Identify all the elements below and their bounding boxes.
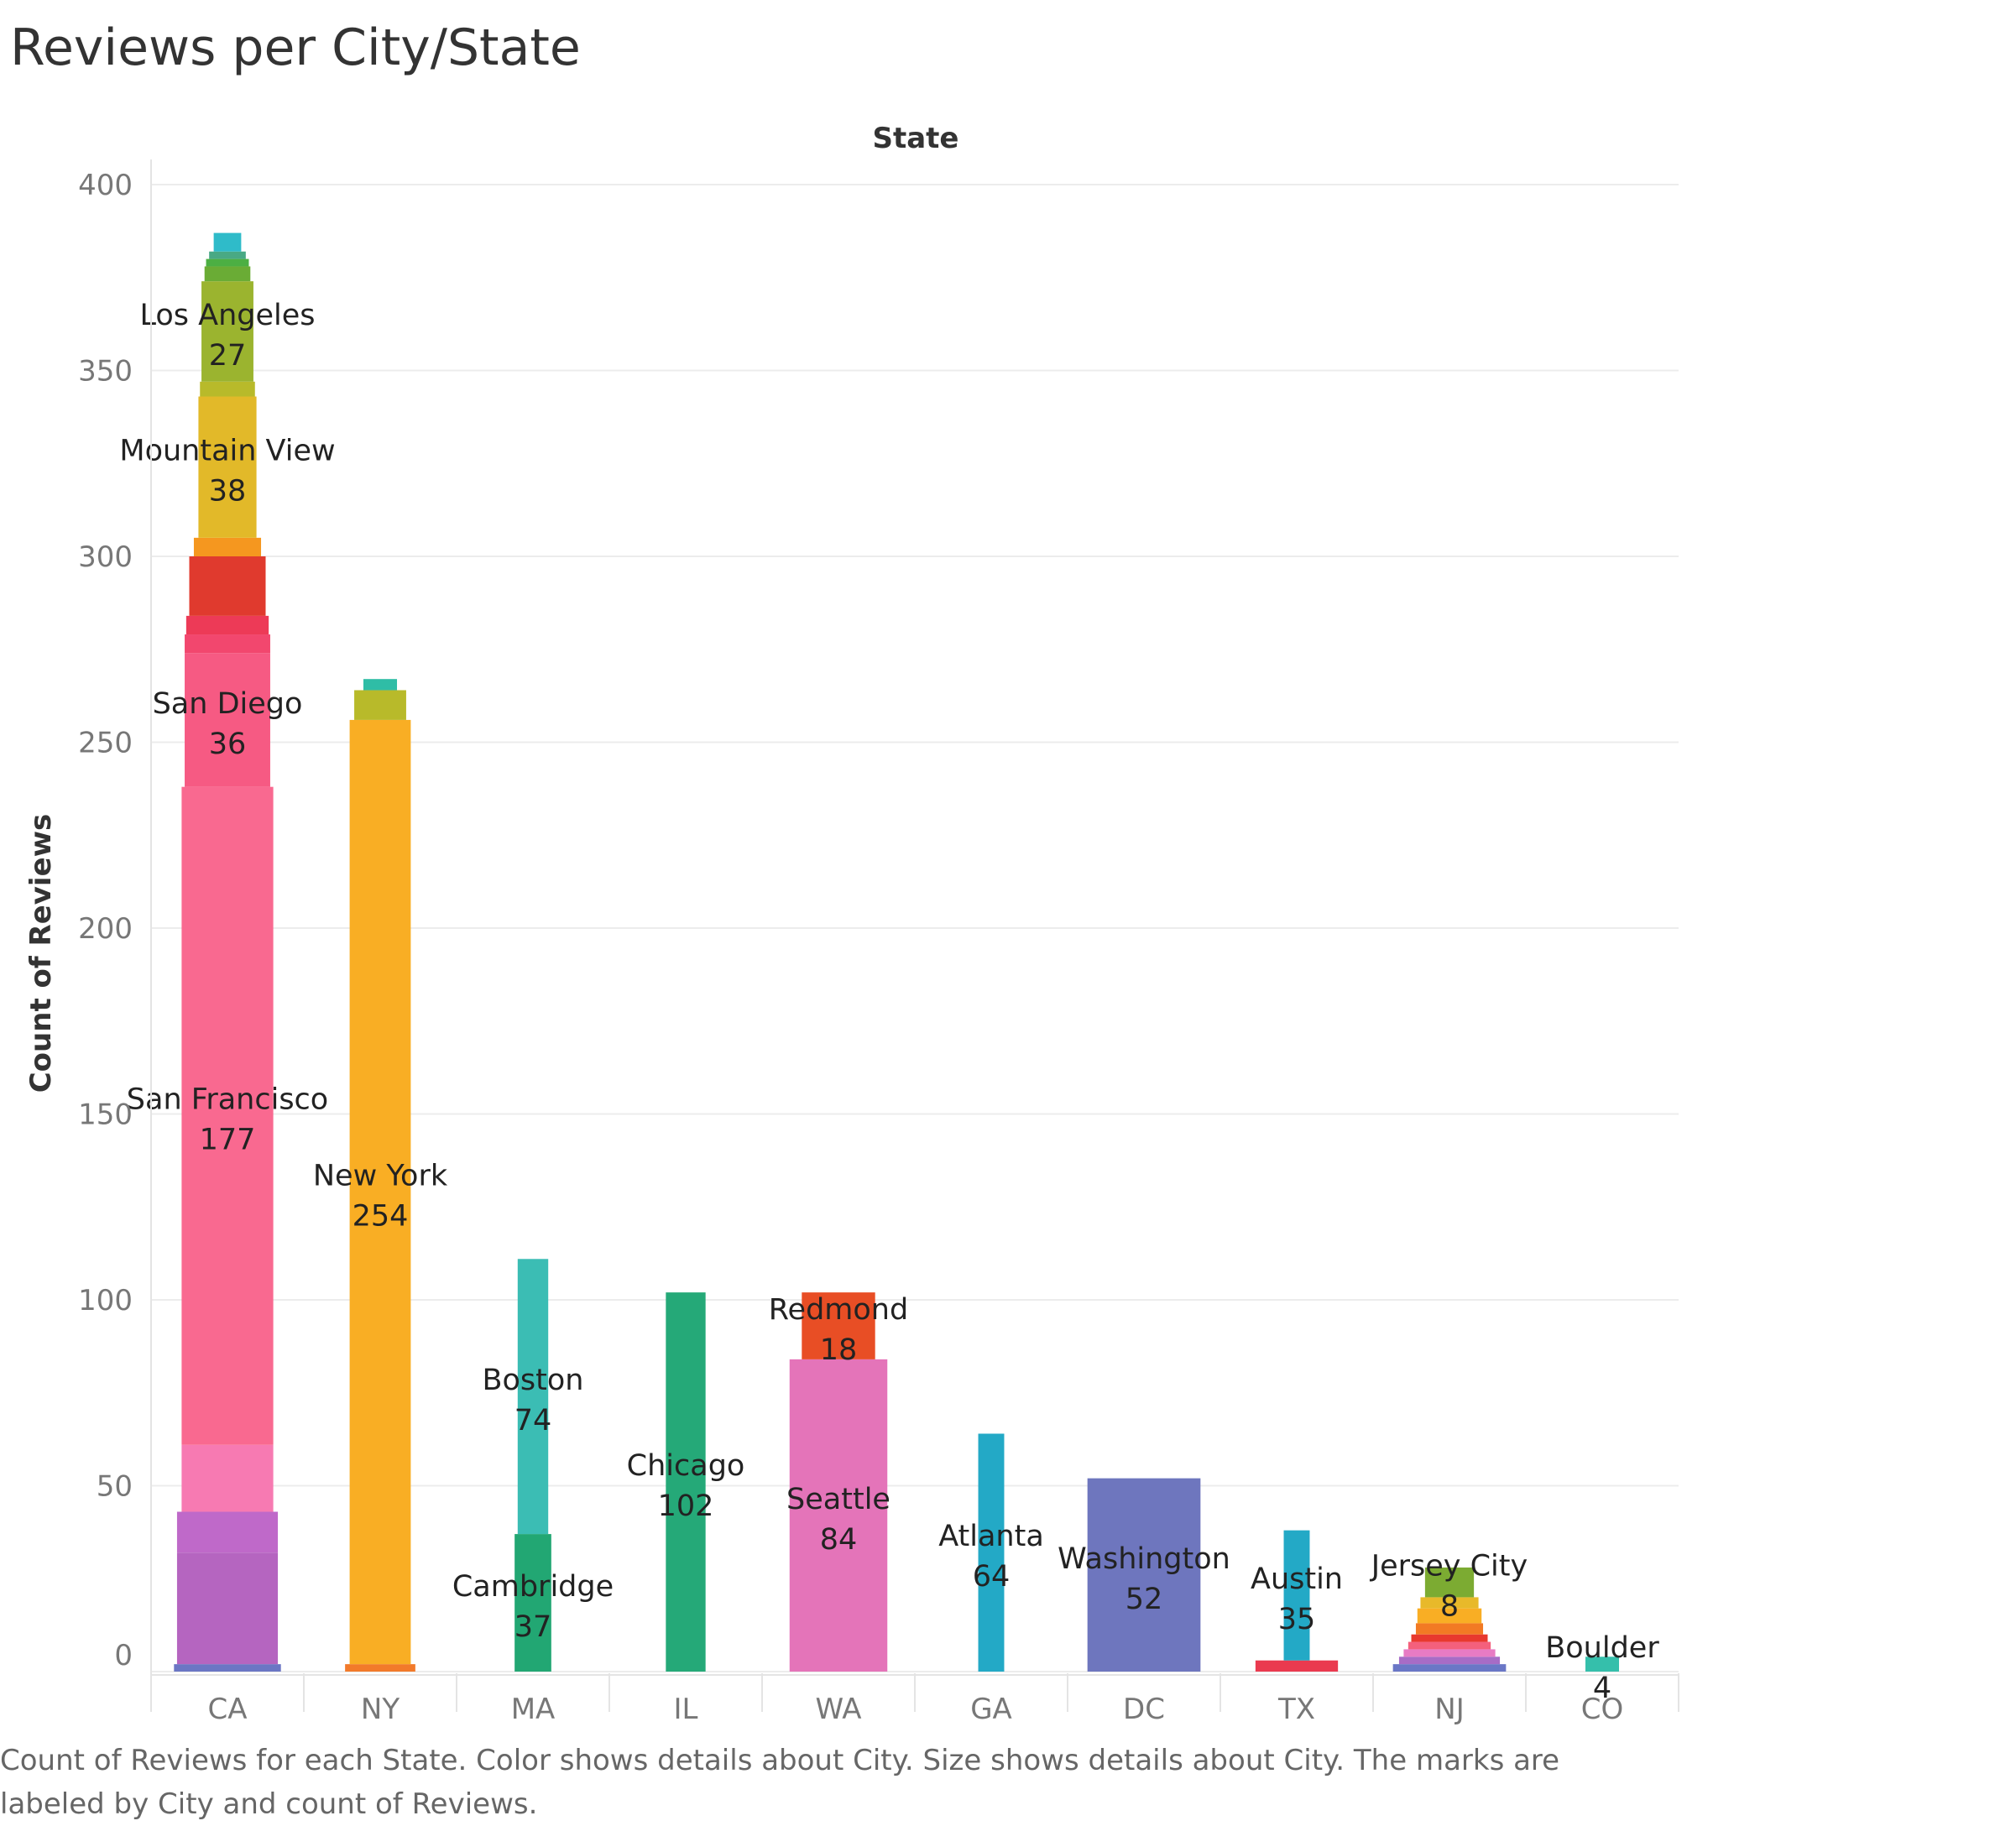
bar-segment bbox=[1403, 1649, 1496, 1657]
bar-segment bbox=[1424, 1567, 1475, 1598]
y-tick-label: 300 bbox=[78, 540, 133, 574]
mark-label-count: 254 bbox=[353, 1200, 409, 1234]
bar-segment bbox=[1392, 1664, 1507, 1672]
mark-label-city: Boston bbox=[483, 1364, 584, 1397]
x-tick-label: MA bbox=[511, 1693, 556, 1726]
mark-label-city: Jersey City bbox=[1370, 1550, 1528, 1583]
bar-segment bbox=[185, 634, 270, 654]
bar-segment bbox=[354, 690, 406, 720]
bar-segment bbox=[1087, 1478, 1201, 1672]
bar-segment bbox=[200, 381, 255, 397]
bar-segment bbox=[349, 719, 411, 1665]
bar-segment bbox=[174, 1664, 281, 1672]
bar-marks bbox=[174, 232, 1620, 1672]
x-tick-label: DC bbox=[1123, 1693, 1165, 1726]
x-tick-label: IL bbox=[674, 1693, 698, 1726]
bar-segment bbox=[206, 258, 249, 267]
bar-segment bbox=[1417, 1608, 1482, 1624]
mark-label-city: Cambridge bbox=[452, 1570, 614, 1604]
y-tick-label: 350 bbox=[78, 355, 133, 389]
mark-label-count: 27 bbox=[209, 339, 247, 373]
y-tick-label: 200 bbox=[78, 912, 133, 946]
mark-label-city: New York bbox=[313, 1160, 448, 1193]
bar-segment bbox=[1283, 1530, 1310, 1661]
bar-segment bbox=[201, 281, 253, 382]
bar-segment bbox=[209, 251, 246, 259]
mark-label-city: Boulder bbox=[1545, 1631, 1659, 1665]
y-tick-label: 0 bbox=[114, 1639, 133, 1672]
x-tick-label: CO bbox=[1581, 1693, 1624, 1726]
bar-segment bbox=[1398, 1656, 1501, 1665]
mark-label-city: Redmond bbox=[769, 1293, 908, 1327]
mark-label-count: 38 bbox=[209, 475, 247, 509]
y-tick-label: 100 bbox=[78, 1284, 133, 1317]
bar-segment bbox=[1415, 1623, 1484, 1635]
x-tick-label: TX bbox=[1277, 1693, 1315, 1726]
bar-segment bbox=[204, 266, 251, 282]
mark-label-city: Chicago bbox=[627, 1449, 745, 1483]
bar-segment bbox=[517, 1259, 549, 1535]
chart-title: Reviews per City/State bbox=[10, 18, 581, 77]
bar-segment bbox=[789, 1359, 888, 1672]
mark-label-count: 18 bbox=[820, 1333, 858, 1367]
mark-label-count: 74 bbox=[514, 1404, 552, 1437]
mark-label-city: San Francisco bbox=[127, 1083, 328, 1117]
mark-label-city: Seattle bbox=[786, 1483, 890, 1516]
mark-label-count: 36 bbox=[209, 728, 247, 761]
chart-caption: Count of Reviews for each State. Color s… bbox=[0, 1744, 1560, 1821]
bar-segment bbox=[176, 1552, 279, 1665]
y-tick-label: 150 bbox=[78, 1098, 133, 1132]
mark-label-count: 177 bbox=[200, 1124, 256, 1157]
x-tick-label: NJ bbox=[1434, 1693, 1464, 1726]
bar-segment bbox=[363, 679, 398, 691]
axes: 0 50 100 150 200 250 300 350 400 CA NY MA IL WA GA DC TX… bbox=[24, 122, 1679, 1726]
mark-label-count: 52 bbox=[1126, 1583, 1163, 1616]
bar-segment bbox=[213, 232, 242, 252]
mark-label-count: 4 bbox=[1593, 1672, 1611, 1705]
mark-label-city: Austin bbox=[1251, 1563, 1343, 1596]
bar-segment bbox=[345, 1664, 415, 1672]
x-tick-label: NY bbox=[361, 1693, 400, 1726]
bar-segment bbox=[193, 537, 262, 556]
mark-labels: San Francisco 177 San Diego 36 Mountain View… bbox=[119, 299, 1659, 1705]
y-axis-title: Count of Reviews bbox=[24, 814, 58, 1093]
mark-label-city: Los Angeles bbox=[139, 299, 315, 332]
bar-segment bbox=[978, 1433, 1005, 1672]
y-tick-label: 50 bbox=[97, 1470, 133, 1504]
bar-segment bbox=[181, 786, 274, 1445]
bar-segment bbox=[189, 556, 266, 616]
bar-segment bbox=[1585, 1656, 1620, 1672]
bar-segment bbox=[185, 653, 270, 787]
bar-segment bbox=[176, 1511, 279, 1553]
mark-label-city: San Diego bbox=[153, 687, 303, 721]
bar-segment bbox=[514, 1534, 551, 1672]
mark-label-city: Atlanta bbox=[938, 1520, 1044, 1553]
x-tick-label: CA bbox=[208, 1693, 248, 1726]
mark-label-count: 8 bbox=[1440, 1590, 1459, 1624]
bar-segment bbox=[181, 1444, 274, 1512]
y-tick-label: 250 bbox=[78, 727, 133, 760]
bar-segment bbox=[1411, 1634, 1488, 1642]
mark-label-count: 102 bbox=[658, 1489, 714, 1523]
bar-segment bbox=[1255, 1660, 1339, 1672]
y-tick-label: 400 bbox=[78, 169, 133, 202]
column-header: State bbox=[873, 122, 959, 155]
bar-segment bbox=[198, 396, 257, 538]
mark-label-city: Mountain View bbox=[119, 435, 335, 468]
mark-label-city: Washington bbox=[1058, 1542, 1230, 1576]
bar-segment bbox=[1408, 1641, 1491, 1650]
mark-label-count: 64 bbox=[973, 1560, 1011, 1594]
bar-segment bbox=[666, 1292, 706, 1672]
x-tick-label: GA bbox=[970, 1693, 1012, 1726]
mark-label-count: 84 bbox=[820, 1523, 858, 1557]
mark-label-count: 35 bbox=[1278, 1603, 1316, 1636]
bar-segment bbox=[185, 615, 269, 635]
mark-label-count: 37 bbox=[514, 1610, 552, 1644]
x-tick-label: WA bbox=[815, 1693, 861, 1726]
bar-segment bbox=[1420, 1597, 1479, 1609]
bar-segment bbox=[802, 1292, 875, 1359]
